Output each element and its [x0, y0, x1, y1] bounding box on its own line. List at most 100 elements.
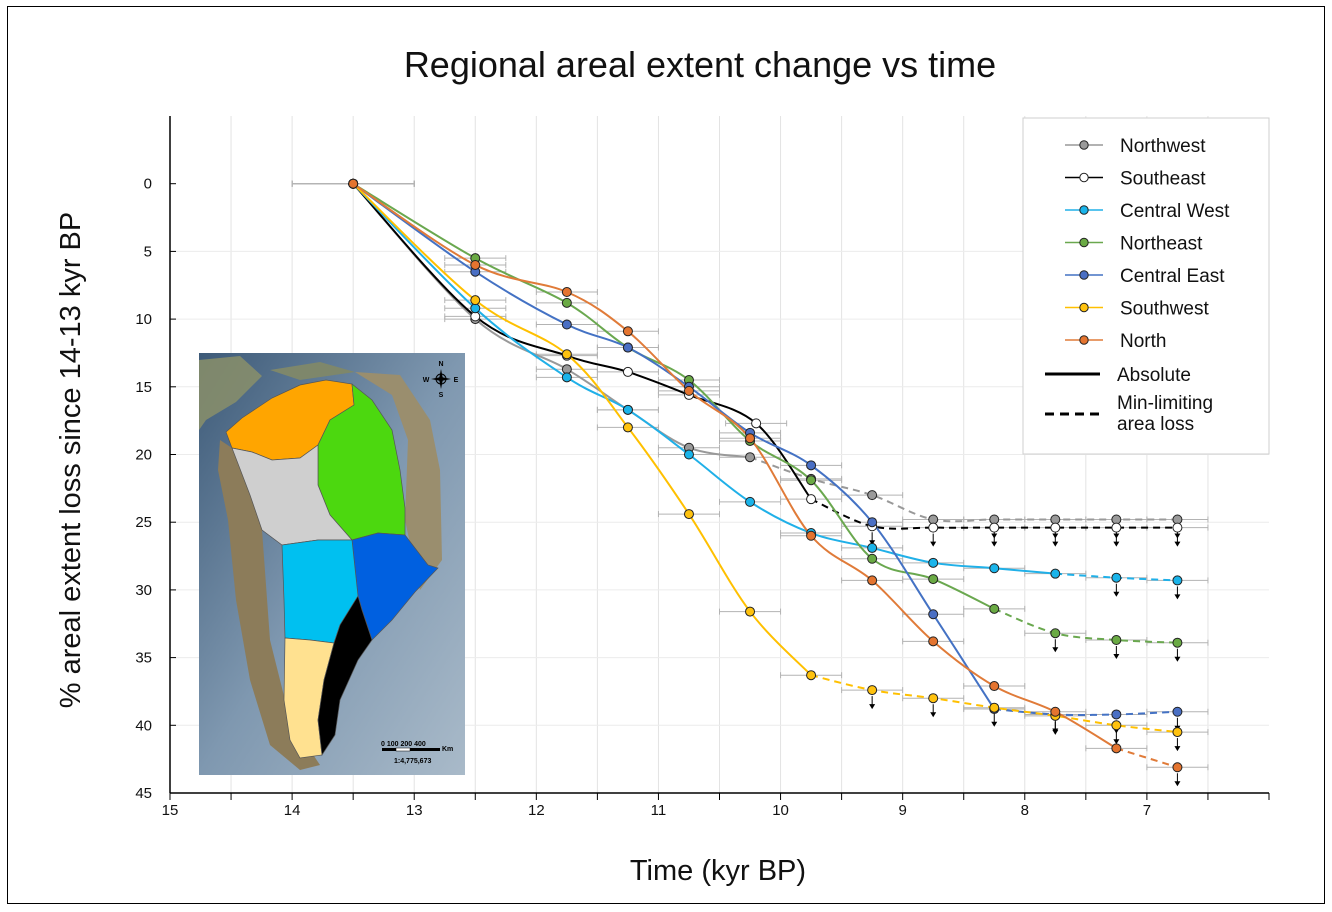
marker-central-west: [1172, 575, 1183, 586]
marker-southeast: [1050, 522, 1061, 533]
min-arrow-head: [1174, 781, 1181, 787]
x-tick-label: 7: [1143, 802, 1151, 819]
region-northwest: [231, 444, 353, 546]
marker-southwest: [470, 295, 481, 306]
series-line-north: [352, 182, 1117, 750]
marker-southeast: [989, 522, 1000, 533]
min-arrow-head: [1174, 541, 1181, 547]
min-arrow-head: [991, 721, 998, 727]
x-tick-label: 11: [651, 802, 667, 819]
marker-central-west: [561, 372, 572, 383]
scale-unit: Km: [442, 746, 453, 753]
x-axis-label: Time (kyr BP): [630, 855, 806, 887]
west-coast-fringe: [218, 440, 320, 770]
marker-north: [1111, 743, 1122, 754]
marker-central-west: [989, 563, 1000, 574]
marker-north: [470, 259, 481, 270]
marker-north: [806, 530, 817, 541]
marker-north: [683, 385, 694, 396]
min-arrow-head: [1113, 653, 1120, 659]
series-min-line-northeast: [993, 607, 1178, 644]
east-coast-fringe: [355, 372, 442, 590]
marker-southeast: [751, 418, 762, 429]
compass-w: W: [423, 377, 430, 384]
marker-central-east: [622, 342, 633, 353]
y-axis-ticks: 0 5 10 15 20 25 30 35 40 45: [135, 176, 176, 802]
marker-central-west: [1050, 568, 1061, 579]
compass-s: S: [439, 392, 444, 399]
y-tick-label: 20: [135, 447, 152, 464]
marker-northeast: [561, 297, 572, 308]
compass-e: E: [454, 377, 459, 384]
min-arrow-head: [1113, 541, 1120, 547]
legend-label: Central East: [1120, 266, 1225, 287]
legend-absolute-label: Absolute: [1117, 365, 1191, 386]
marker-southeast: [806, 494, 817, 505]
marker-northeast: [1111, 634, 1122, 645]
legend-label: Southeast: [1120, 169, 1206, 190]
marker-southwest: [745, 606, 756, 617]
marker-northeast: [867, 553, 878, 564]
marker-north: [928, 636, 939, 647]
marker-central-east: [561, 319, 572, 330]
marker-central-east: [928, 609, 939, 620]
legend-min-label-2: area loss: [1117, 414, 1194, 435]
scale-ratio: 1:4,775,673: [394, 758, 431, 765]
min-arrow-head: [1113, 739, 1120, 745]
legend-marker: [1079, 270, 1089, 280]
north-coast-fringe: [270, 362, 355, 380]
marker-north: [622, 326, 633, 337]
legend-label: Central West: [1120, 201, 1230, 222]
min-arrow-head: [930, 541, 937, 547]
marker-north: [989, 681, 1000, 692]
legend-marker: [1079, 172, 1089, 183]
x-tick-label: 10: [772, 802, 789, 819]
y-tick-label: 25: [135, 514, 152, 531]
marker-central-west: [928, 557, 939, 568]
greenland-inset-map: N S W E 0 100 200 400 Km 1:4,775,673: [199, 353, 465, 775]
compass-icon: N S W E: [423, 361, 459, 399]
x-tick-label: 14: [284, 802, 301, 819]
figure-frame: [7, 6, 1325, 904]
y-tick-label: 45: [135, 785, 152, 802]
min-arrow-head: [1052, 541, 1059, 547]
marker-southeast: [928, 522, 939, 533]
min-arrow-head: [1174, 594, 1181, 600]
region-southeast: [317, 595, 373, 757]
y-tick-label: 15: [135, 379, 152, 396]
min-arrow-head: [1174, 746, 1181, 752]
chart-title: Regional areal extent change vs time: [404, 44, 996, 85]
min-arrow-head: [1052, 647, 1059, 653]
legend: Northwest Southeast Central West Northeast C…: [1022, 117, 1270, 455]
marker-southwest: [622, 422, 633, 433]
y-tick-label: 10: [135, 311, 152, 328]
y-tick-label: 5: [144, 243, 152, 260]
marker-central-east: [867, 517, 878, 528]
min-limiting-arrows: [869, 525, 1181, 787]
marker-northeast: [1050, 628, 1061, 639]
series-line-central-east: [352, 182, 996, 710]
legend-marker: [1079, 335, 1089, 345]
legend-marker: [1079, 302, 1089, 313]
marker-southwest: [1111, 720, 1122, 731]
legend-label: North: [1120, 331, 1166, 352]
legend-marker: [1079, 140, 1089, 150]
marker-central-west: [622, 404, 633, 415]
marker-southwest: [989, 702, 1000, 713]
marker-southeast: [622, 366, 633, 377]
marker-north: [348, 178, 359, 189]
min-arrow-head: [930, 712, 937, 718]
marker-central-west: [867, 542, 878, 553]
marker-central-east: [806, 460, 817, 471]
series-min-line-central-east: [994, 708, 1178, 716]
marker-central-west: [745, 496, 756, 507]
scale-numbers: 0 100 200 400: [381, 741, 426, 748]
marker-southwest: [928, 693, 939, 704]
marker-central-west: [683, 449, 694, 460]
min-arrow-head: [869, 540, 876, 546]
min-arrow-head: [869, 704, 876, 710]
marker-southwest: [561, 349, 572, 360]
marker-northwest: [745, 452, 756, 463]
marker-central-west: [1111, 572, 1122, 583]
